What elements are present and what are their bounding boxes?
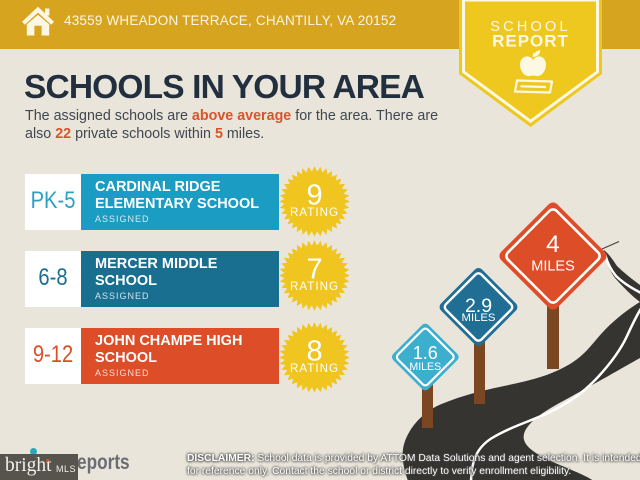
svg-text:REPORT: REPORT: [492, 32, 569, 51]
svg-text:1.6: 1.6: [413, 343, 438, 363]
svg-text:SCHOOL: SCHOOL: [490, 19, 570, 35]
svg-text:MILES: MILES: [409, 361, 441, 373]
svg-text:9: 9: [306, 180, 322, 212]
svg-text:RATING: RATING: [290, 280, 339, 293]
svg-text:RATING: RATING: [290, 362, 339, 375]
svg-text:2.9: 2.9: [465, 295, 492, 317]
svg-text:4: 4: [546, 231, 560, 258]
svg-text:8: 8: [306, 336, 322, 368]
svg-text:MILES: MILES: [462, 312, 496, 324]
svg-text:MILES: MILES: [531, 259, 575, 275]
svg-text:RATING: RATING: [290, 206, 339, 219]
svg-text:7: 7: [306, 254, 322, 286]
